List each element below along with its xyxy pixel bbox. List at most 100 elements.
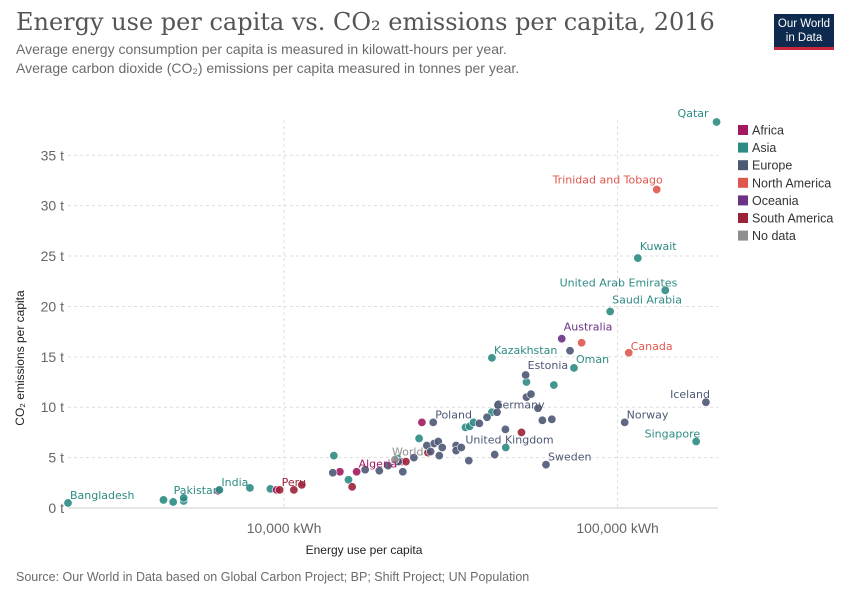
data-point[interactable] <box>547 414 557 424</box>
y-tick-label: 20 t <box>41 298 64 314</box>
point-label-india: India <box>221 476 248 489</box>
legend-label-north-america[interactable]: North America <box>752 176 831 190</box>
y-axis-label: CO₂ emissions per capita <box>13 290 27 426</box>
data-point[interactable] <box>383 461 393 471</box>
grid-lines <box>68 120 718 509</box>
data-point-iceland[interactable] <box>701 397 711 407</box>
data-point-united-arab-emirates[interactable] <box>660 285 670 295</box>
data-point[interactable] <box>577 338 587 348</box>
data-point[interactable] <box>426 447 436 457</box>
data-point[interactable] <box>474 418 484 428</box>
data-point[interactable] <box>482 412 492 422</box>
data-point[interactable] <box>328 468 338 478</box>
data-point-qatar[interactable] <box>712 117 722 127</box>
data-point-norway[interactable] <box>620 417 630 427</box>
data-point-kazakhstan[interactable] <box>487 353 497 363</box>
data-point[interactable] <box>158 495 168 505</box>
data-point[interactable] <box>490 450 500 460</box>
data-point[interactable] <box>434 451 444 461</box>
data-point[interactable] <box>526 389 536 399</box>
point-label-saudi-arabia: Saudi Arabia <box>612 293 682 306</box>
source-note: Source: Our World in Data based on Globa… <box>16 570 530 584</box>
data-point-germany[interactable] <box>492 407 502 417</box>
owid-logo[interactable]: Our World in Data <box>774 14 834 50</box>
data-point-oman[interactable] <box>569 363 579 373</box>
data-point[interactable] <box>437 443 447 453</box>
legend-label-europe[interactable]: Europe <box>752 159 792 173</box>
data-point[interactable] <box>374 466 384 476</box>
point-label-oman: Oman <box>576 353 609 366</box>
point-label-canada: Canada <box>631 340 673 353</box>
point-label-iceland: Iceland <box>670 388 710 401</box>
data-point-estonia[interactable] <box>521 370 531 380</box>
data-point-saudi-arabia[interactable] <box>605 306 615 316</box>
legend-label-asia[interactable]: Asia <box>752 141 776 155</box>
x-tick-label: 100,000 kWh <box>576 520 659 536</box>
data-point-kuwait[interactable] <box>633 253 643 263</box>
data-point-canada[interactable] <box>624 348 634 358</box>
data-point[interactable] <box>464 456 474 466</box>
data-point[interactable] <box>409 453 419 463</box>
legend-swatch <box>738 160 748 171</box>
data-point[interactable] <box>565 346 575 356</box>
point-label-kazakhstan: Kazakhstan <box>494 344 557 357</box>
chart-subtitle-line-2: Average carbon dioxide (CO₂) emissions p… <box>16 60 520 76</box>
data-point-bangladesh[interactable] <box>63 498 73 508</box>
legend-swatch <box>738 142 748 153</box>
data-point-world[interactable] <box>390 455 400 465</box>
point-label-australia: Australia <box>564 321 613 334</box>
data-point[interactable] <box>501 443 511 453</box>
data-point[interactable] <box>245 483 255 493</box>
data-point[interactable] <box>537 415 547 425</box>
data-point-united-kingdom[interactable] <box>456 443 466 453</box>
point-label-singapore: Singapore <box>645 427 701 440</box>
point-label-estonia: Estonia <box>528 359 569 372</box>
data-point[interactable] <box>398 467 408 477</box>
y-tick-label: 0 t <box>48 500 64 516</box>
data-point-pakistan[interactable] <box>179 493 189 503</box>
data-point-poland[interactable] <box>428 417 438 427</box>
data-point[interactable] <box>500 424 510 434</box>
data-point[interactable] <box>343 475 353 485</box>
data-point[interactable] <box>168 497 178 507</box>
point-label-pakistan: Pakistan <box>174 484 220 497</box>
data-point[interactable] <box>297 480 307 490</box>
point-label-norway: Norway <box>627 408 669 421</box>
point-labels: Qatar Trinidad and Tobago Kuwait United Ara… <box>70 107 710 502</box>
point-label-trinidad-and-tobago: Trinidad and Tobago <box>552 174 663 187</box>
data-point-india[interactable] <box>214 485 224 495</box>
point-label-algeria: Algeria <box>359 458 398 471</box>
data-point-peru[interactable] <box>275 485 285 495</box>
data-point[interactable] <box>414 433 424 443</box>
data-point-trinidad-and-tobago[interactable] <box>652 185 662 195</box>
data-point[interactable] <box>360 465 370 475</box>
legend-swatch <box>738 230 748 241</box>
legend-swatch <box>738 125 748 135</box>
point-label-kuwait: Kuwait <box>640 240 677 253</box>
data-point-australia[interactable] <box>557 334 567 344</box>
data-point[interactable] <box>289 485 299 495</box>
data-point[interactable] <box>347 482 357 492</box>
data-point-sweden[interactable] <box>541 460 551 470</box>
data-point[interactable] <box>401 457 411 467</box>
data-point-algeria[interactable] <box>352 467 362 477</box>
data-point[interactable] <box>549 380 559 390</box>
legend-swatch <box>738 213 748 223</box>
x-tick-label: 10,000 kWh <box>247 520 322 536</box>
point-label-world: World <box>392 446 424 459</box>
point-label-united-kingdom: United Kingdom <box>465 434 553 447</box>
data-point[interactable] <box>533 403 543 413</box>
data-point[interactable] <box>329 451 339 461</box>
legend-swatch <box>738 195 748 206</box>
data-point-singapore[interactable] <box>691 436 701 446</box>
point-label-bangladesh: Bangladesh <box>70 489 135 502</box>
legend-label-africa[interactable]: Africa <box>752 124 784 138</box>
y-tick-label: 30 t <box>41 198 64 214</box>
point-label-united-arab-emirates: United Arab Emirates <box>560 276 678 289</box>
data-point[interactable] <box>516 427 526 437</box>
legend-label-south-america[interactable]: South America <box>752 212 833 226</box>
legend-label-no-data[interactable]: No data <box>752 229 796 243</box>
y-tick-label: 35 t <box>41 147 64 163</box>
legend-label-oceania[interactable]: Oceania <box>752 194 799 208</box>
data-point[interactable] <box>417 417 427 427</box>
